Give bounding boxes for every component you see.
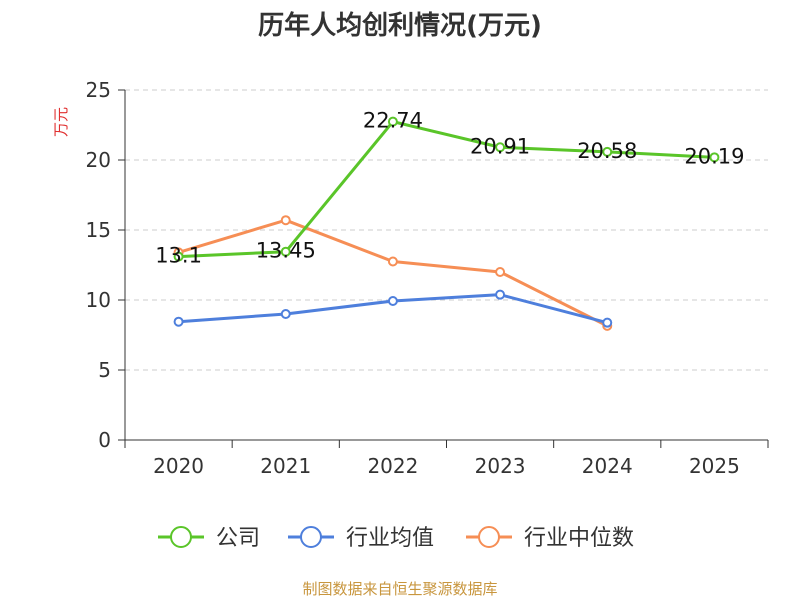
legend-label: 公司 xyxy=(216,526,260,551)
y-axis-label: 万元 xyxy=(52,107,70,137)
data-label: 20.58 xyxy=(577,139,637,163)
data-point[interactable] xyxy=(602,146,613,157)
data-label: 22.74 xyxy=(363,109,423,133)
data-point[interactable] xyxy=(173,251,184,262)
data-point[interactable] xyxy=(173,316,184,327)
data-point[interactable] xyxy=(495,142,506,153)
y-tick-label: 15 xyxy=(86,218,111,242)
series-line-0 xyxy=(177,120,716,259)
x-tick-label: 2020 xyxy=(153,454,204,478)
data-point[interactable] xyxy=(709,152,720,163)
chart-title: 历年人均创利情况(万元) xyxy=(258,10,542,41)
data-point[interactable] xyxy=(387,256,398,267)
y-tick-label: 5 xyxy=(98,358,111,382)
legend-marker xyxy=(170,526,192,548)
series-layer xyxy=(173,116,720,331)
legend-label: 行业均值 xyxy=(346,526,434,551)
legend-marker xyxy=(300,526,322,548)
data-label: 13.45 xyxy=(256,239,316,263)
data-source: 制图数据来自恒生聚源数据库 xyxy=(302,580,498,598)
legend-item-0[interactable]: 公司 xyxy=(158,526,260,551)
legend[interactable]: 公司 行业均值 行业中位数 xyxy=(158,526,634,551)
series-line-2 xyxy=(177,218,609,328)
data-point[interactable] xyxy=(495,267,506,277)
legend-item-1[interactable]: 行业均值 xyxy=(288,526,434,551)
data-point[interactable] xyxy=(387,116,398,127)
y-tick-label: 25 xyxy=(86,78,111,102)
data-label: 20.19 xyxy=(684,144,744,168)
data-point[interactable] xyxy=(602,317,613,328)
data-labels: 13.1 13.45 22.74 20.91 20.58 20.19 xyxy=(155,109,744,268)
data-point[interactable] xyxy=(387,295,398,306)
y-tick-label: 0 xyxy=(98,428,111,452)
x-tick-label: 2022 xyxy=(367,454,418,478)
data-point[interactable] xyxy=(280,309,291,319)
y-tick-label: 20 xyxy=(86,148,111,172)
x-tick-label: 2023 xyxy=(475,454,526,478)
data-label: 20.91 xyxy=(470,134,530,158)
data-point[interactable] xyxy=(280,246,291,257)
y-tick-label: 10 xyxy=(86,288,111,312)
legend-label: 行业中位数 xyxy=(524,526,634,551)
x-tick-label: 2024 xyxy=(582,454,633,478)
data-label: 13.1 xyxy=(155,244,202,268)
legend-item-2[interactable]: 行业中位数 xyxy=(466,526,634,551)
grid xyxy=(125,89,768,371)
x-tick-label: 2021 xyxy=(260,454,311,478)
x-tick-label: 2025 xyxy=(689,454,740,478)
data-point[interactable] xyxy=(280,215,291,226)
data-point[interactable] xyxy=(495,289,506,300)
legend-marker xyxy=(478,526,500,548)
